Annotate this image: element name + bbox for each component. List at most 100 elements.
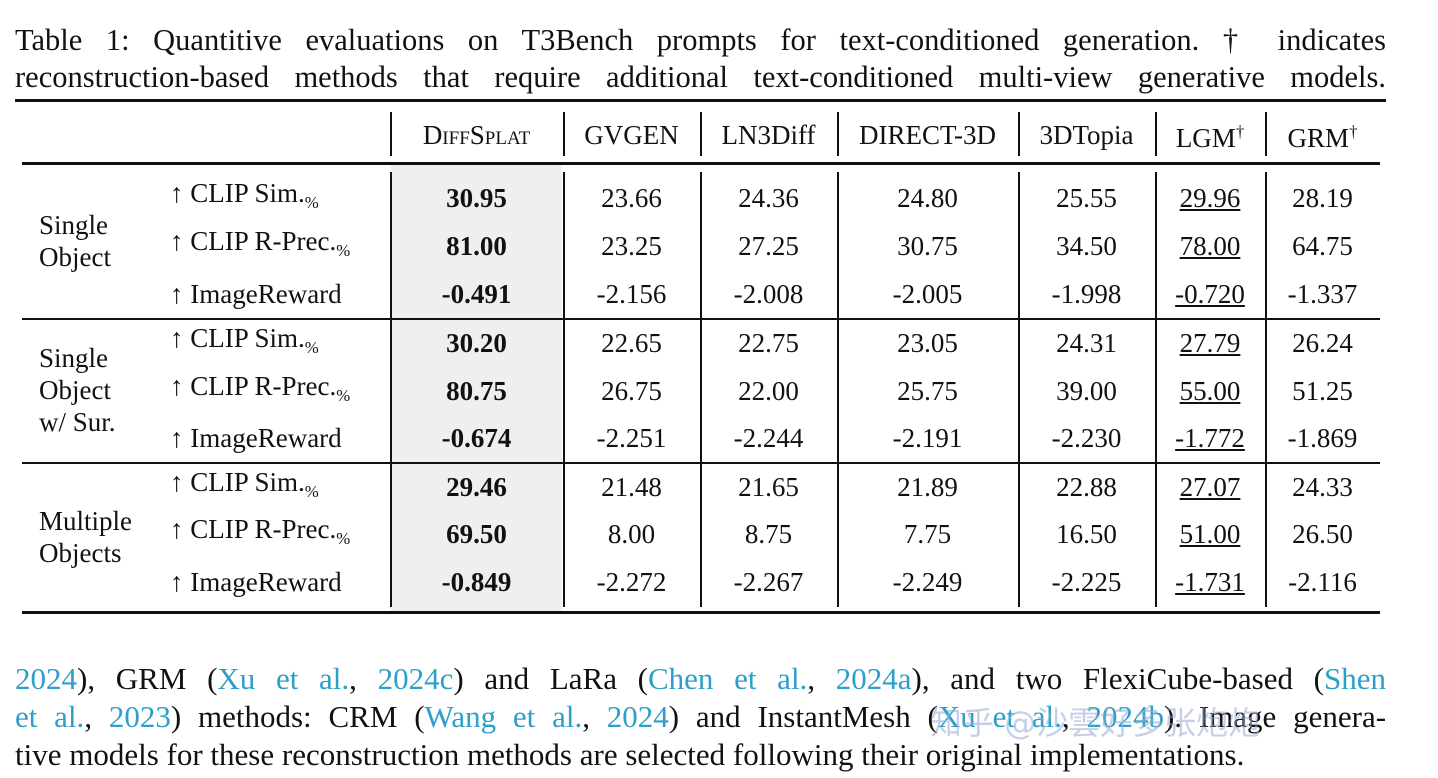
value: 28.19 — [1292, 183, 1353, 213]
group-label: Single Object — [39, 209, 111, 273]
value: -2.156 — [596, 279, 667, 309]
citation-link: 2024 — [606, 699, 669, 734]
metric: ↑ ImageReward — [170, 279, 342, 309]
metric-name: ↑ CLIP R-Prec. — [170, 514, 337, 545]
value: -2.272 — [596, 567, 667, 597]
value: 22.88 — [1056, 472, 1117, 502]
group-label-line: Objects — [39, 538, 122, 568]
citation-link: 2024c — [377, 661, 454, 696]
value: 24.80 — [897, 183, 958, 213]
value: 27.07 — [1179, 472, 1241, 502]
metric: ↑ CLIP R-Prec.% — [170, 371, 350, 411]
metric: ↑ CLIP R-Prec.% — [170, 226, 350, 266]
watermark: 知乎 @沙雲好多张炮炮 — [930, 704, 1261, 742]
value: 34.50 — [1056, 231, 1117, 261]
metric: ↑ CLIP Sim.% — [170, 323, 319, 363]
value: 26.75 — [601, 376, 662, 406]
rule — [1265, 112, 1267, 156]
metric: ↑ CLIP Sim.% — [170, 178, 319, 218]
metric-name: ↑ ImageReward — [170, 423, 342, 453]
value: 24.31 — [1056, 328, 1117, 358]
value: 24.33 — [1292, 472, 1353, 502]
metric-unit: % — [304, 481, 319, 501]
rule — [563, 172, 565, 607]
text: ) and InstantMesh ( — [668, 699, 938, 734]
value: -0.491 — [441, 279, 512, 309]
value: 64.75 — [1292, 231, 1353, 261]
column-header: GRM† — [1265, 117, 1380, 153]
value: -1.998 — [1051, 279, 1122, 309]
value: 27.79 — [1179, 328, 1241, 358]
text: , — [84, 699, 109, 734]
column-name: GVGEN — [584, 120, 679, 150]
value: 25.55 — [1056, 183, 1117, 213]
citation-link: Chen et al. — [648, 661, 808, 696]
column-name: DiffSplat — [422, 120, 531, 150]
text: , — [582, 699, 607, 734]
column-name: DIRECT-3D — [858, 120, 996, 150]
metric-name: ↑ CLIP Sim. — [170, 323, 305, 354]
rule — [700, 112, 702, 156]
value: -1.772 — [1175, 423, 1245, 453]
column-header: LGM† — [1155, 117, 1265, 153]
text: ), and two FlexiCube-based ( — [911, 661, 1325, 696]
value: 21.65 — [738, 472, 799, 502]
text: ) and LaRa ( — [453, 661, 648, 696]
value: 24.36 — [738, 183, 799, 213]
citation-link: 2023 — [108, 699, 171, 734]
value: 21.89 — [897, 472, 958, 502]
column-mark: † — [1235, 121, 1245, 141]
metric-unit: % — [336, 240, 351, 260]
metric-name: ↑ CLIP R-Prec. — [170, 226, 337, 257]
text: ) methods: CRM ( — [170, 699, 425, 734]
value: -2.251 — [596, 423, 667, 453]
text: , — [1061, 699, 1087, 734]
column-name: 3DTopia — [1039, 120, 1134, 150]
text: ), GRM ( — [77, 661, 218, 696]
value: -1.337 — [1287, 279, 1358, 309]
metric-unit: % — [304, 337, 319, 357]
column-header: 3DTopia — [1018, 120, 1155, 150]
value: -2.225 — [1051, 567, 1122, 597]
value: 30.20 — [446, 328, 507, 358]
rule — [22, 611, 1380, 614]
text: tive models for these reconstruction met… — [15, 737, 1245, 772]
rule — [15, 99, 1386, 102]
group-label-line: w/ Sur. — [39, 407, 116, 437]
metric: ↑ ImageReward — [170, 567, 342, 597]
value: -2.008 — [733, 279, 804, 309]
highlight-column — [391, 164, 562, 611]
value: 21.48 — [601, 472, 662, 502]
citation-link: 2024b — [1086, 699, 1164, 734]
group-label-line: Single — [39, 209, 109, 240]
citation-link: Shen — [1324, 661, 1387, 696]
value: 23.25 — [601, 231, 662, 261]
value: -2.005 — [892, 279, 963, 309]
column-name: LGM — [1175, 123, 1236, 154]
value: 7.75 — [903, 519, 952, 549]
value: 30.95 — [446, 183, 507, 213]
value: 27.25 — [738, 231, 799, 261]
metric-unit: % — [336, 385, 351, 405]
rule — [390, 112, 392, 156]
value: 69.50 — [446, 519, 507, 549]
metric-name: ↑ ImageReward — [170, 279, 342, 309]
value: 81.00 — [446, 231, 507, 261]
citation-link: Wang et al. — [424, 699, 583, 734]
value: 22.75 — [738, 328, 799, 358]
metric-name: ↑ CLIP R-Prec. — [170, 371, 337, 402]
value: -2.249 — [892, 567, 963, 597]
rule — [1018, 112, 1020, 156]
text: , — [807, 661, 836, 696]
metric: ↑ ImageReward — [170, 423, 342, 453]
group-label-line: Multiple — [39, 506, 132, 536]
rule — [837, 112, 839, 156]
value: -2.267 — [733, 567, 804, 597]
citation-link: Xu et al. — [937, 699, 1062, 734]
value: -2.116 — [1288, 567, 1357, 597]
column-header: DiffSplat — [390, 120, 563, 150]
caption-line: Table 1: Quantitive evaluations on T3Ben… — [15, 23, 1386, 57]
metric-name: ↑ CLIP Sim. — [170, 467, 305, 498]
value: -2.191 — [892, 423, 963, 453]
